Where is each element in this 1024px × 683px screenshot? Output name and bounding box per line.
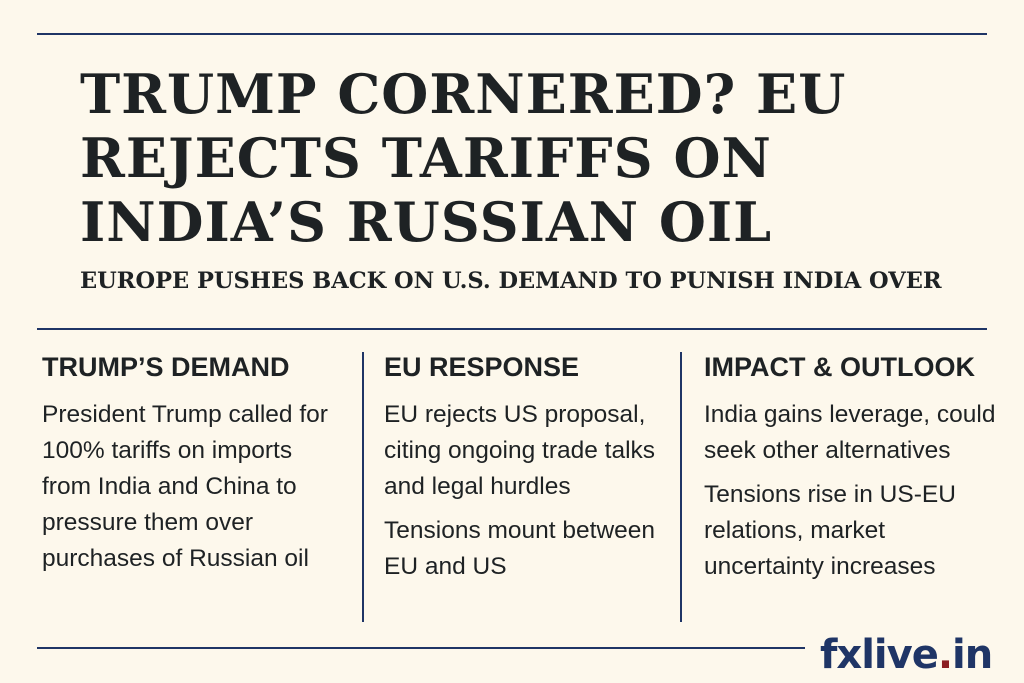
logo-dot: . — [937, 632, 953, 678]
column-impact-outlook: IMPACT & OUTLOOK India gains leverage, c… — [704, 352, 1004, 593]
subheadline: EUROPE PUSHES BACK ON U.S. DEMAND TO PUN… — [80, 268, 942, 294]
column-text: India gains leverage, could seek other a… — [704, 401, 996, 464]
bottom-rule — [37, 647, 805, 649]
column-heading: TRUMP’S DEMAND — [42, 352, 290, 382]
top-rule — [37, 33, 987, 35]
column-text: President Trump called for 100% tariffs … — [42, 401, 328, 572]
column-text: EU rejects US proposal, citing ongoing t… — [384, 401, 656, 500]
column-divider — [680, 352, 682, 622]
column-divider — [362, 352, 364, 622]
column-trumps-demand: TRUMP’S DEMAND President Trump called fo… — [42, 352, 342, 585]
headline: TRUMP CORNERED? EU REJECTS TARIFFS ON IN… — [80, 62, 847, 254]
column-heading: IMPACT & OUTLOOK — [704, 352, 975, 382]
column-heading: EU RESPONSE — [384, 352, 580, 382]
column-text: Tensions mount between EU and US — [384, 517, 656, 580]
section-divider — [37, 328, 987, 330]
logo-name: fxlive — [820, 632, 939, 678]
fxlive-logo: fxlive.in — [820, 632, 993, 678]
column-text: Tensions rise in US-EU relations, market… — [704, 481, 956, 580]
column-eu-response: EU RESPONSE EU rejects US proposal, citi… — [384, 352, 684, 593]
logo-tld: in — [952, 632, 993, 678]
